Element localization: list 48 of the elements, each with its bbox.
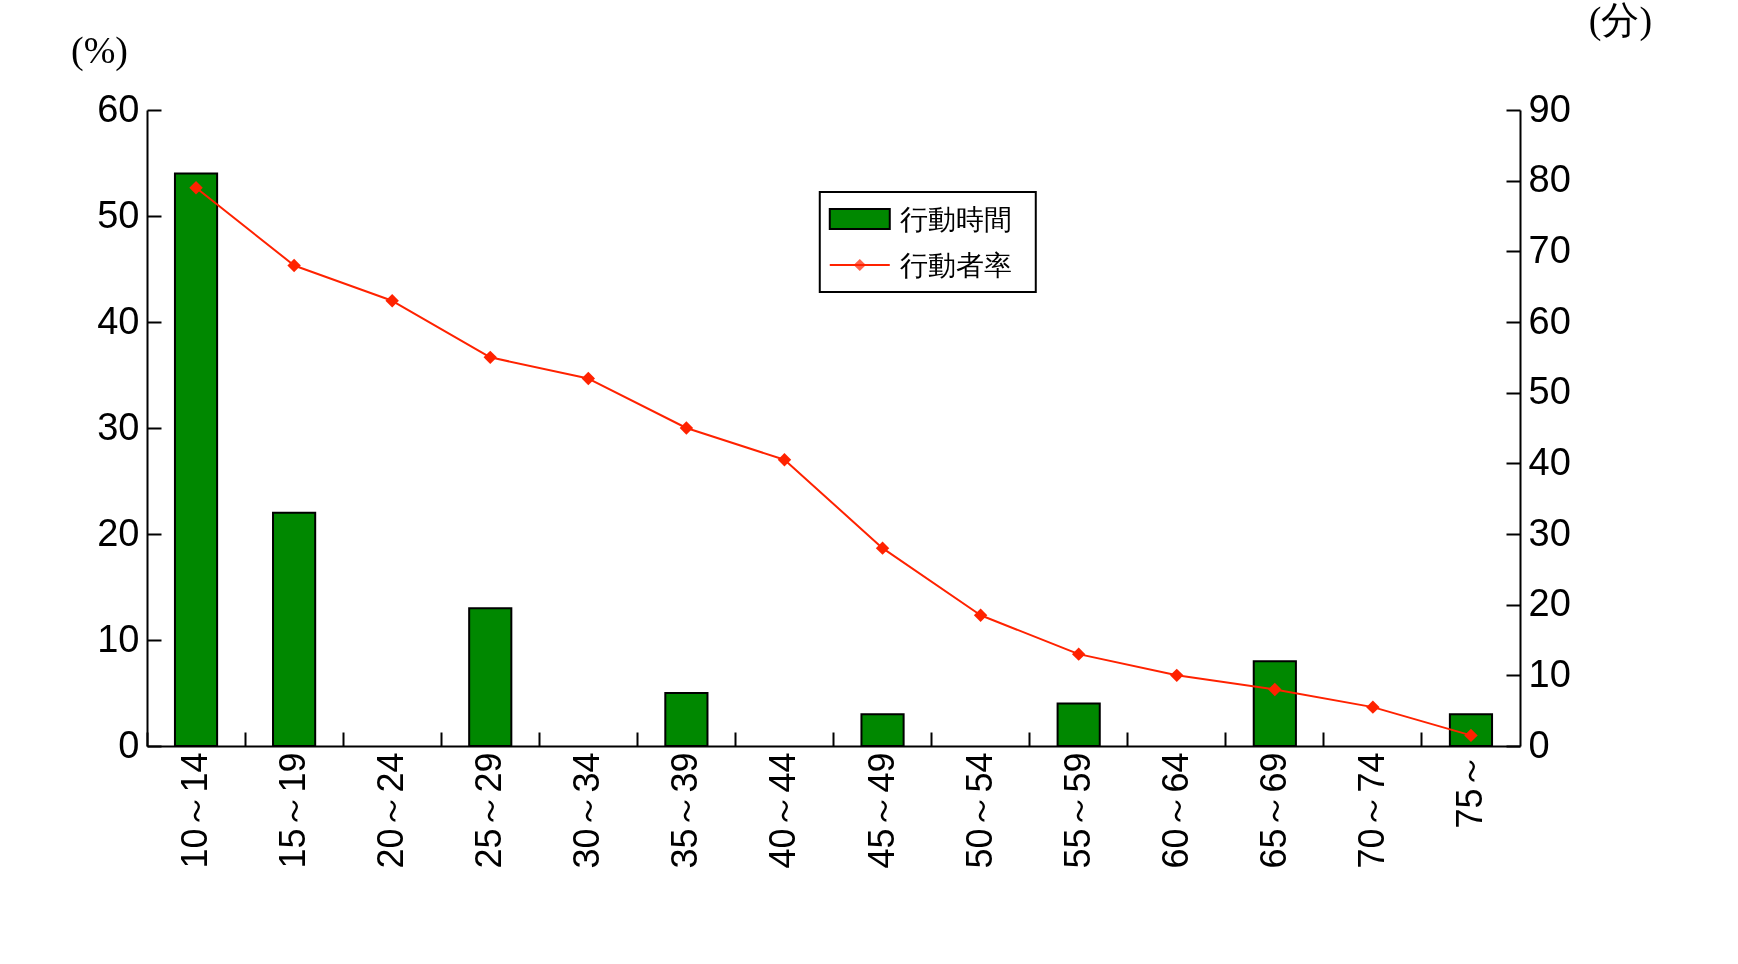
x-tick-label: 10～14 bbox=[174, 752, 216, 869]
point bbox=[973, 608, 988, 622]
point bbox=[875, 541, 890, 555]
y2-tick-label: 20 bbox=[1528, 582, 1571, 625]
point bbox=[581, 371, 596, 386]
point bbox=[679, 421, 694, 435]
y-tick-label: 10 bbox=[97, 617, 140, 660]
y2-tick-label: 30 bbox=[1528, 511, 1571, 554]
x-tick-label: 65～69 bbox=[1252, 752, 1294, 869]
point bbox=[287, 258, 301, 273]
x-tick-label: 15～19 bbox=[272, 752, 314, 869]
x-tick-label: 50～54 bbox=[958, 752, 1000, 869]
x-tick-label: 75～ bbox=[1448, 752, 1490, 829]
y2-tick-label: 60 bbox=[1528, 299, 1571, 342]
x-tick-label: 35～39 bbox=[664, 752, 706, 869]
point bbox=[777, 453, 792, 467]
legend-label: 行動者率 bbox=[899, 250, 1012, 281]
point bbox=[483, 350, 497, 365]
x-tick-label: 40～44 bbox=[762, 752, 804, 869]
y2-tick-label: 0 bbox=[1528, 723, 1550, 766]
y2-axis-title: (分) bbox=[1588, 0, 1653, 42]
x-tick-label: 70～74 bbox=[1350, 752, 1392, 869]
point bbox=[1268, 682, 1282, 697]
x-tick-label: 30～34 bbox=[566, 752, 608, 869]
y-tick-label: 30 bbox=[97, 405, 140, 448]
x-tick-label: 55～59 bbox=[1056, 752, 1098, 869]
x-tick-label: 25～29 bbox=[468, 752, 510, 869]
point bbox=[385, 294, 399, 308]
y-axis-title: (%) bbox=[71, 28, 128, 72]
y2-tick-label: 80 bbox=[1528, 158, 1571, 201]
y-tick-label: 0 bbox=[118, 723, 140, 766]
y-tick-label: 40 bbox=[97, 299, 140, 342]
x-tick-label: 20～24 bbox=[370, 752, 412, 869]
y2-tick-label: 10 bbox=[1528, 652, 1571, 695]
point bbox=[1071, 647, 1086, 661]
y-tick-label: 50 bbox=[97, 193, 140, 236]
y-tick-label: 60 bbox=[97, 87, 140, 130]
x-tick-label: 60～64 bbox=[1154, 752, 1196, 869]
point bbox=[189, 181, 203, 195]
y2-tick-label: 70 bbox=[1528, 228, 1571, 271]
y2-tick-label: 50 bbox=[1528, 370, 1571, 413]
point bbox=[1366, 700, 1380, 714]
y2-tick-label: 90 bbox=[1528, 87, 1571, 130]
legend-label: 行動時間 bbox=[899, 204, 1012, 235]
x-tick-label: 45～49 bbox=[860, 752, 902, 869]
point bbox=[1170, 668, 1184, 683]
y2-tick-label: 40 bbox=[1528, 440, 1571, 483]
y-tick-label: 20 bbox=[97, 511, 140, 554]
